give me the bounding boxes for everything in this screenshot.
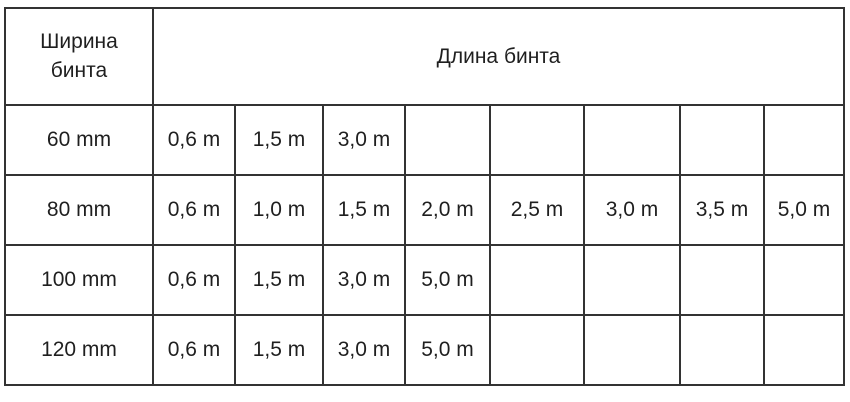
table-row-80mm: 80 mm 0,6 m 1,0 m 1,5 m 2,0 m 2,5 m 3,0 … bbox=[4, 174, 845, 246]
length-cell-empty bbox=[763, 314, 845, 386]
length-cell: 1,5 m bbox=[234, 314, 324, 386]
length-cell: 1,5 m bbox=[234, 244, 324, 316]
header-width-label: Ширина бинта bbox=[40, 30, 118, 82]
table-header-row: Ширина бинта Длина бинта bbox=[4, 7, 845, 106]
width-cell: 80 mm bbox=[4, 174, 154, 246]
length-cell-empty bbox=[679, 314, 765, 386]
width-cell: 60 mm bbox=[4, 104, 154, 176]
length-cell: 2,5 m bbox=[489, 174, 585, 246]
length-cell: 1,0 m bbox=[234, 174, 324, 246]
length-cell-empty bbox=[583, 244, 681, 316]
length-cell-empty bbox=[489, 314, 585, 386]
width-cell: 120 mm bbox=[4, 314, 154, 386]
length-cell-empty bbox=[489, 244, 585, 316]
length-cell: 5,0 m bbox=[763, 174, 845, 246]
length-cell-empty bbox=[404, 104, 491, 176]
table-row-120mm: 120 mm 0,6 m 1,5 m 3,0 m 5,0 m bbox=[4, 314, 845, 386]
width-cell: 100 mm bbox=[4, 244, 154, 316]
length-cell: 1,5 m bbox=[234, 104, 324, 176]
length-cell: 3,5 m bbox=[679, 174, 765, 246]
length-cell: 5,0 m bbox=[404, 244, 491, 316]
length-cell-empty bbox=[679, 104, 765, 176]
length-cell: 0,6 m bbox=[152, 314, 236, 386]
length-cell-empty bbox=[763, 104, 845, 176]
table-row-60mm: 60 mm 0,6 m 1,5 m 3,0 m bbox=[4, 104, 845, 176]
length-cell-empty bbox=[679, 244, 765, 316]
length-cell-empty bbox=[489, 104, 585, 176]
length-cell: 1,5 m bbox=[322, 174, 406, 246]
length-cell: 5,0 m bbox=[404, 314, 491, 386]
length-cell: 0,6 m bbox=[152, 244, 236, 316]
length-cell: 3,0 m bbox=[322, 104, 406, 176]
length-cell: 2,0 m bbox=[404, 174, 491, 246]
table-row-100mm: 100 mm 0,6 m 1,5 m 3,0 m 5,0 m bbox=[4, 244, 845, 316]
length-cell: 3,0 m bbox=[583, 174, 681, 246]
length-cell: 0,6 m bbox=[152, 104, 236, 176]
length-cell: 0,6 m bbox=[152, 174, 236, 246]
length-cell-empty bbox=[583, 314, 681, 386]
header-cell-width: Ширина бинта bbox=[4, 7, 154, 106]
header-cell-length: Длина бинта bbox=[152, 7, 845, 106]
bandage-size-table: Ширина бинта Длина бинта 60 mm 0,6 m 1,5… bbox=[4, 7, 845, 386]
length-cell-empty bbox=[583, 104, 681, 176]
length-cell-empty bbox=[763, 244, 845, 316]
length-cell: 3,0 m bbox=[322, 244, 406, 316]
length-cell: 3,0 m bbox=[322, 314, 406, 386]
